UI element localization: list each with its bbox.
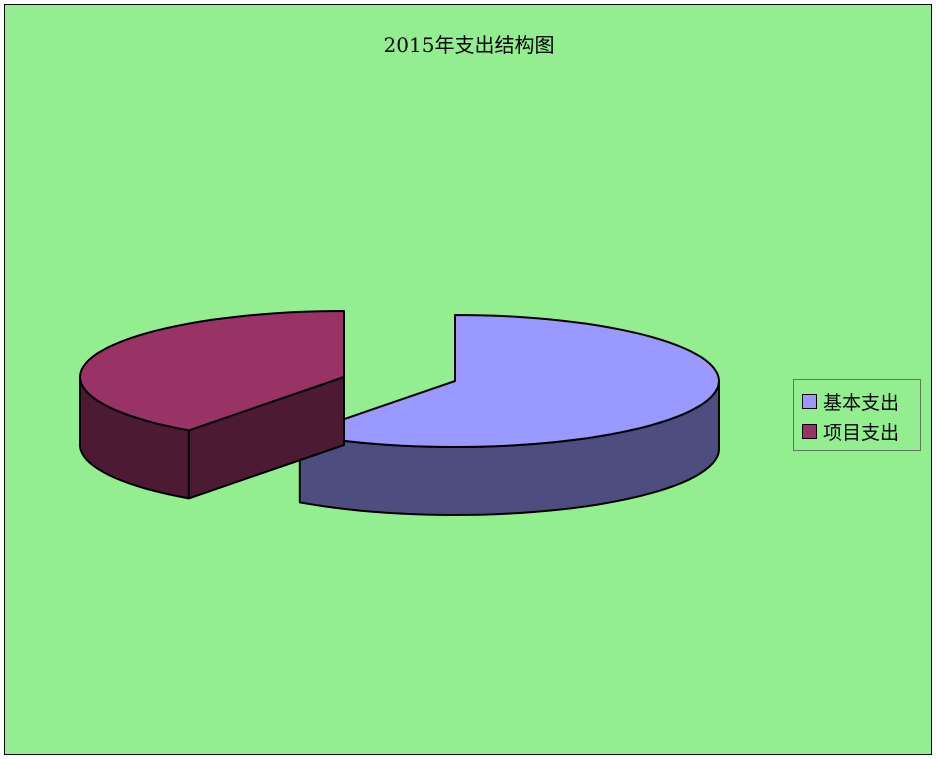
- legend: 基本支出 项目支出: [793, 379, 921, 451]
- chart-area: 2015年支出结构图 基本支出 项目支出: [4, 4, 932, 755]
- legend-item-basic: 基本支出: [802, 386, 920, 416]
- pie-slice-basic: [298, 314, 720, 516]
- legend-swatch-project: [802, 423, 817, 439]
- pie-slice-top: [298, 314, 720, 448]
- pie-slice-project: [79, 310, 345, 500]
- chart-title: 2015年支出结构图: [383, 33, 555, 57]
- legend-item-project: 项目支出: [802, 416, 920, 446]
- pie-plot: [79, 310, 720, 516]
- legend-label-project: 项目支出: [823, 421, 900, 444]
- legend-label-basic: 基本支出: [823, 391, 900, 414]
- pie-slice-top: [79, 310, 345, 432]
- legend-swatch-basic: [802, 393, 817, 409]
